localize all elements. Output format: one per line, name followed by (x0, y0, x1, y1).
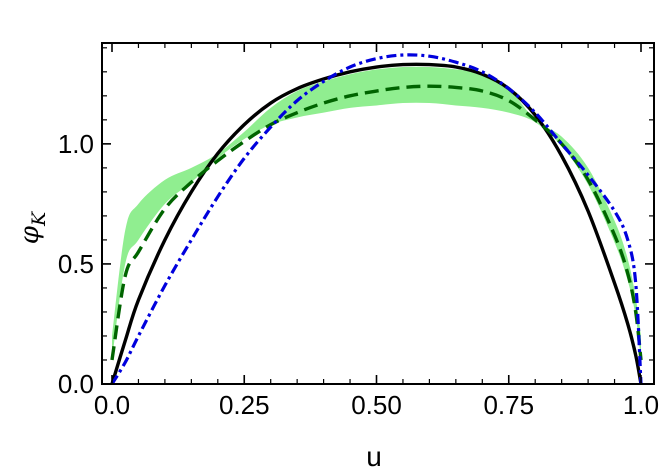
y-tick-label: 0.5 (58, 249, 94, 279)
uncertainty-band (112, 66, 641, 360)
y-tick-label: 0.0 (58, 369, 94, 399)
axes-layer (101, 42, 655, 385)
svg-text:φK: φK (15, 210, 50, 244)
x-tick-label: 0.75 (483, 390, 534, 420)
y-axis-label: φK (15, 210, 50, 244)
plot-frame (101, 42, 655, 385)
series-line-solid (110, 62, 643, 385)
series-line-dashdot (110, 53, 643, 385)
x-tick-label: 0.25 (219, 390, 270, 420)
series-line-dashed (110, 84, 643, 361)
x-tick-label: 0.50 (351, 390, 402, 420)
x-axis-label: u (366, 441, 382, 472)
y-tick-label: 1.0 (58, 129, 94, 159)
tick-labels-layer: 0.0 0.25 0.50 0.75 1.0 0.0 0.5 1.0 (58, 129, 659, 420)
ticks-layer (102, 43, 654, 385)
y-axis-label-subscript: K (28, 210, 50, 227)
y-axis-label-main: φ (15, 225, 45, 244)
x-tick-label: 0.0 (94, 390, 130, 420)
x-tick-label: 1.0 (623, 390, 659, 420)
uncertainty-band-layer (112, 66, 641, 360)
series-layer (110, 53, 643, 385)
